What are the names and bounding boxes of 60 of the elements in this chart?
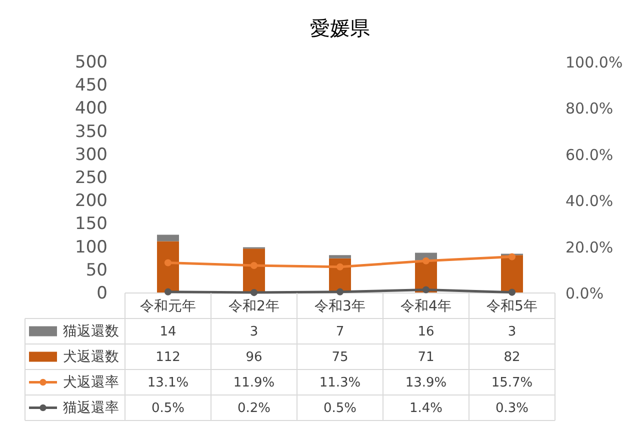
legend-label: 猫返還率	[63, 400, 119, 416]
data-label: 82	[504, 350, 520, 365]
point	[164, 259, 172, 266]
y-tick-label: 300	[75, 144, 108, 165]
x-tick-label: 令和4年	[400, 298, 452, 314]
data-label: 0.2%	[237, 400, 271, 416]
data-label: 15.7%	[491, 375, 533, 390]
y2-tick-label: 100.0%	[566, 54, 623, 72]
y-tick-label: 500	[75, 52, 108, 72]
y2-tick-label: 80.0%	[566, 100, 614, 118]
data-label: 3	[250, 324, 258, 340]
data-label: 7	[336, 324, 344, 340]
x-tick-label: 令和3年	[314, 298, 366, 314]
data-label: 71	[418, 350, 434, 365]
point	[250, 262, 258, 270]
data-label: 11.9%	[233, 375, 275, 390]
y-tick-label: 250	[75, 168, 108, 188]
data-label: 1.4%	[409, 400, 443, 416]
x-tick-label: 令和元年	[140, 298, 196, 314]
chart-title: 愛媛県	[310, 16, 370, 40]
data-label: 112	[156, 350, 180, 365]
x-tick-label: 令和5年	[486, 298, 538, 314]
legend-label: 猫返還数	[63, 323, 119, 340]
y2-tick-label: 20.0%	[566, 238, 614, 256]
point	[164, 288, 172, 296]
y2-tick-label: 40.0%	[566, 192, 614, 210]
point	[336, 263, 344, 270]
y-tick-label: 350	[75, 122, 108, 142]
y-tick-label: 50	[86, 260, 108, 280]
y-tick-label: 200	[75, 191, 108, 212]
data-label: 16	[418, 324, 434, 340]
data-label: 14	[160, 324, 176, 340]
point	[508, 253, 516, 260]
data-label: 0.3%	[495, 400, 529, 416]
y-tick-label: 150	[75, 214, 108, 234]
data-label: 0.5%	[151, 400, 185, 416]
data-label: 13.9%	[405, 375, 447, 390]
y-tick-label: 100	[75, 237, 108, 258]
x-tick-label: 令和2年	[228, 298, 280, 314]
data-label: 0.5%	[323, 400, 357, 416]
y-tick-label: 450	[75, 76, 108, 96]
data-label: 3	[508, 324, 516, 340]
data-label: 75	[332, 350, 348, 365]
point	[336, 288, 344, 296]
data-label: 13.1%	[147, 375, 189, 390]
y2-tick-label: 0.0%	[566, 284, 604, 302]
y2-tick-label: 60.0%	[566, 146, 614, 164]
y-tick-label: 400	[75, 98, 108, 119]
y-tick-label: 0	[96, 284, 108, 304]
bar	[157, 234, 179, 242]
bar	[329, 255, 351, 258]
data-label: 96	[246, 350, 262, 365]
point	[422, 286, 430, 294]
point	[508, 288, 516, 296]
point	[422, 257, 430, 264]
bar	[157, 241, 179, 293]
legend-label: 犬返還率	[63, 374, 119, 390]
legend-label: 犬返還数	[63, 348, 119, 365]
point	[250, 289, 258, 296]
data-label: 11.3%	[319, 375, 361, 390]
